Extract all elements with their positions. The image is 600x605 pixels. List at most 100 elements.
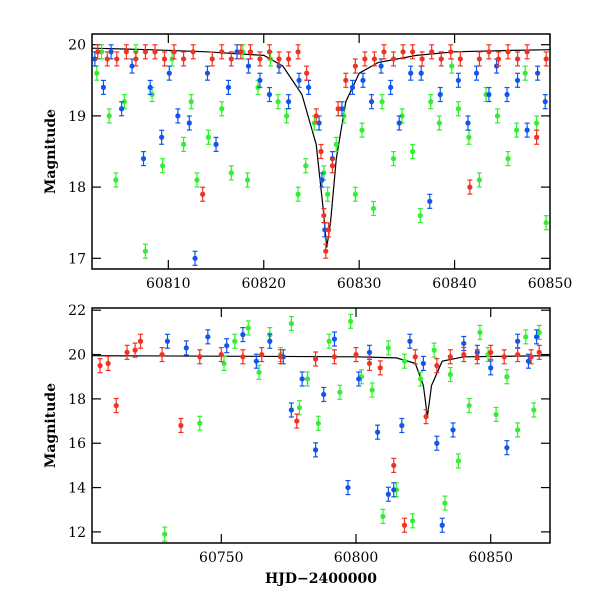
bottom-panel-point-red (461, 351, 467, 358)
bottom-panel-point-blue (407, 338, 413, 344)
bottom-panel-point-red (259, 351, 265, 358)
top-panel-point-red (514, 56, 521, 62)
top-panel-point-green (359, 127, 365, 133)
top-panel-point-blue (257, 77, 263, 83)
top-panel-point-blue (234, 49, 240, 55)
top-panel-point-red (419, 56, 425, 62)
top-panel-point-green (494, 113, 501, 119)
bottom-panel-y-tick-label: 18 (68, 392, 86, 408)
bottom-panel-point-red (132, 347, 138, 353)
bottom-panel-point-red (474, 354, 480, 360)
top-panel-point-blue (319, 177, 325, 183)
top-panel-point-blue (175, 113, 181, 119)
bottom-panel-point-blue (356, 376, 362, 382)
bottom-panel-point-green (288, 320, 294, 327)
top-panel-point-green (410, 148, 416, 155)
bottom-panel-y-axis-title: Magnitude (43, 383, 59, 468)
bottom-panel-point-green (385, 345, 391, 351)
bottom-panel-point-green (401, 358, 408, 364)
bottom-panel-point-blue (288, 407, 294, 413)
bottom-panel-plot-area (92, 313, 550, 542)
bottom-panel-y-tick-label: 22 (68, 303, 86, 319)
top-panel-point-blue (192, 255, 198, 261)
bottom-panel-point-red (528, 354, 534, 360)
bottom-panel-point-green (418, 376, 424, 382)
bottom-panel-ticks (92, 308, 550, 543)
top-panel-point-red (313, 113, 319, 119)
bottom-panel-point-red (124, 349, 130, 355)
top-panel-point-red (285, 56, 292, 62)
top-panel-point-red (335, 106, 341, 112)
bottom-panel-point-green (245, 325, 251, 331)
bottom-panel-point-blue (450, 427, 456, 433)
top-panel-point-blue (316, 120, 322, 126)
bottom-panel-data-layer (92, 313, 550, 542)
bottom-panel-x-axis-title: HJD−2400000 (265, 571, 377, 587)
bottom-panel-point-blue (240, 332, 246, 338)
top-panel-point-red (200, 191, 206, 197)
bottom-panel-point-blue (533, 334, 540, 340)
top-panel-point-blue (408, 70, 414, 76)
bottom-panel-point-red (447, 354, 453, 360)
top-panel-point-green (514, 127, 520, 133)
bottom-panel-point-red (488, 349, 494, 355)
top-panel-tick-labels: 60810 60820 60830 60840 60850 17 18 19 20 (68, 38, 572, 292)
top-panel-point-blue (245, 63, 252, 69)
top-panel-point-green (94, 70, 100, 76)
bottom-panel-point-green (442, 500, 448, 506)
bottom-panel-point-red (197, 354, 203, 360)
bottom-panel-y-tick-label: 12 (68, 525, 86, 541)
top-panel-point-red (467, 184, 473, 190)
top-panel-point-green (160, 163, 166, 169)
bottom-panel-frame (91, 307, 551, 544)
bottom-panel-point-red (331, 354, 338, 360)
top-panel-point-blue (396, 120, 402, 126)
top-panel-point-red (362, 56, 368, 62)
top-panel-point-red (295, 49, 301, 55)
bottom-panel-point-red (536, 349, 542, 355)
bottom-panel-model-curve (92, 355, 550, 417)
top-panel-point-red (318, 148, 324, 155)
top-panel-point-blue (465, 120, 471, 126)
bottom-panel-point-blue (224, 343, 230, 349)
bottom-panel-point-green (504, 374, 510, 380)
bottom-panel-point-red (137, 338, 144, 344)
top-panel-point-blue (368, 99, 375, 105)
top-panel-point-blue (118, 106, 125, 112)
top-panel-point-red (524, 49, 530, 55)
top-panel-point-red (343, 77, 349, 83)
top-panel-x-tick-label: 60820 (241, 276, 286, 292)
top-panel-y-tick-label: 18 (68, 180, 86, 196)
top-panel-y-tick-label: 17 (68, 251, 86, 267)
bottom-panel-point-green (348, 318, 354, 324)
top-panel-point-green (455, 106, 461, 112)
top-panel-point-green (181, 141, 187, 147)
top-panel-point-green (399, 113, 405, 119)
bottom-panel-point-red (240, 354, 246, 360)
top-panel-point-red (142, 49, 149, 55)
top-panel-point-blue (388, 84, 394, 91)
top-panel-point-red (543, 56, 549, 62)
top-panel-x-tick-label: 60810 (146, 276, 191, 292)
top-panel-point-blue (213, 141, 219, 147)
top-panel-point-red (476, 56, 482, 62)
top-panel-point-red (371, 56, 378, 62)
bottom-panel-y-tick-label: 14 (68, 481, 86, 497)
bottom-panel-point-blue (399, 422, 405, 429)
top-panel-point-red (161, 56, 168, 62)
top-panel-point-red (104, 56, 110, 62)
bottom-panel-point-blue (461, 340, 467, 347)
top-panel-point-blue (418, 70, 424, 76)
bottom-panel: 60750 60800 60850 12 14 16 18 20 22 Magnitude HJ… (43, 303, 551, 587)
top-panel-point-red (326, 227, 332, 233)
top-panel-frame (91, 33, 551, 270)
bottom-panel-point-green (466, 402, 472, 409)
bottom-panel-point-green (493, 411, 499, 418)
top-panel-point-blue (455, 77, 461, 83)
top-panel-point-red (181, 56, 187, 62)
top-panel-point-blue (100, 84, 107, 91)
bottom-panel-point-blue (434, 440, 440, 446)
bottom-panel-point-green (410, 518, 416, 524)
bottom-panel-point-red (366, 360, 373, 367)
